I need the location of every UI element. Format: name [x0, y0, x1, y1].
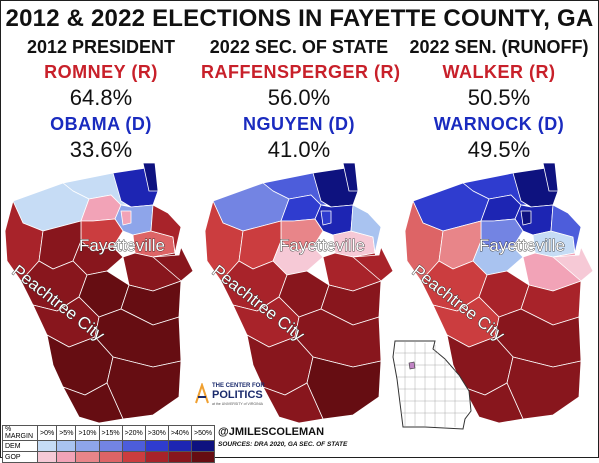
precinct-region: [262, 382, 324, 424]
precinct-region: [342, 162, 359, 192]
precinct-region: [352, 246, 394, 282]
legend-swatch-dem: [36, 440, 58, 452]
legend-swatch-dem: [144, 440, 169, 452]
legend-threshold: >40%: [167, 425, 192, 441]
sources-note: SOURCES: DRA 2020, GA SEC. OF STATE: [218, 441, 348, 448]
precinct-region: [120, 210, 132, 226]
legend-gop-row: GOP: [2, 451, 216, 463]
rep-candidate-name: ROMNEY (R): [44, 62, 158, 82]
legend-threshold: >30%: [144, 425, 169, 441]
precinct-region: [552, 246, 594, 282]
dem-candidate-pct: 33.6%: [69, 137, 133, 162]
rep-candidate-pct: 50.5%: [467, 85, 531, 110]
legend-threshold: >10%: [75, 425, 100, 441]
legend-header: % MARGIN: [2, 425, 38, 441]
legend-swatch-gop: [167, 451, 192, 463]
column-heading: 2022 SEC. OF STATE: [209, 37, 389, 57]
precinct-region: [150, 204, 182, 254]
dem-candidate-name: WARNOCK (D): [433, 114, 565, 134]
margin-legend: % MARGIN >0% >5% >10% >15% >20% >30% >40…: [2, 425, 216, 463]
page-title: 2012 & 2022 ELECTIONS IN FAYETTE COUNTY,…: [5, 5, 594, 32]
precinct-region: [142, 162, 159, 192]
legend-threshold: >20%: [121, 425, 146, 441]
precinct-region: [62, 382, 124, 424]
legend-threshold: >15%: [98, 425, 123, 441]
legend-swatch-gop: [190, 451, 216, 463]
precinct-map-2022-senate-runoff: Fayetteville Peachtree City: [403, 161, 599, 424]
legend-threshold: >50%: [190, 425, 216, 441]
city-label-fayetteville: Fayetteville: [279, 236, 365, 255]
legend-swatch-dem: [56, 440, 77, 452]
legend-swatch-dem: [75, 440, 100, 452]
logo-line-1: THE CENTER FOR: [212, 383, 265, 389]
precinct-region: [462, 382, 524, 424]
legend-dem-label: DEM: [2, 440, 38, 452]
precinct-region: [320, 210, 332, 226]
precinct-region: [550, 204, 582, 254]
legend-gop-label: GOP: [2, 451, 38, 463]
precinct-map-2012-president: Fayetteville Peachtree City: [3, 161, 199, 424]
logo-line-2: POLITICS: [212, 389, 263, 401]
georgia-locator-inset: [389, 339, 475, 436]
logo-line-3: at the UNIVERSITY of VIRGINIA: [212, 402, 263, 406]
center-for-politics-logo: THE CENTER FOR POLITICS at the UNIVERSIT…: [194, 379, 304, 419]
precinct-region: [542, 162, 559, 192]
legend-swatch-dem: [167, 440, 192, 452]
legend-threshold: >5%: [56, 425, 77, 441]
precinct-region: [350, 204, 382, 254]
result-column-2022-sec-of-state: 2022 SEC. OF STATE RAFFENSPERGER (R) 56.…: [201, 35, 401, 163]
dem-candidate-pct: 49.5%: [467, 137, 531, 162]
city-label-fayetteville: Fayetteville: [479, 236, 565, 255]
legend-swatch-gop: [144, 451, 169, 463]
precinct-region: [520, 210, 532, 226]
logo-mark-icon: [195, 383, 209, 404]
city-label-fayetteville: Fayetteville: [79, 236, 165, 255]
fayette-county-highlight: [408, 361, 416, 370]
result-column-2012-president: 2012 PRESIDENT ROMNEY (R) 64.8% OBAMA (D…: [3, 35, 199, 163]
legend-swatch-gop: [36, 451, 58, 463]
legend-dem-row: DEM: [2, 440, 216, 452]
rep-candidate-name: WALKER (R): [442, 62, 556, 82]
legend-swatch-dem: [98, 440, 123, 452]
rep-candidate-pct: 64.8%: [69, 85, 133, 110]
legend-swatch-gop: [75, 451, 100, 463]
legend-swatch-dem: [121, 440, 146, 452]
precinct-map-2022-sec-of-state: Fayetteville Peachtree City: [203, 161, 399, 424]
legend-swatch-gop: [98, 451, 123, 463]
rep-candidate-name: RAFFENSPERGER (R): [201, 62, 401, 82]
result-column-2022-senate-runoff: 2022 SEN. (RUNOFF) WALKER (R) 50.5% WARN…: [401, 35, 597, 163]
legend-swatch-gop: [56, 451, 77, 463]
georgia-state-outline: [392, 340, 472, 430]
rep-candidate-pct: 56.0%: [267, 85, 331, 110]
legend-swatch-gop: [121, 451, 146, 463]
dem-candidate-pct: 41.0%: [267, 137, 331, 162]
dem-candidate-name: NGUYEN (D): [243, 114, 355, 134]
column-heading: 2012 PRESIDENT: [26, 37, 176, 57]
dem-candidate-name: OBAMA (D): [50, 114, 152, 134]
legend-header-row: % MARGIN >0% >5% >10% >15% >20% >30% >40…: [2, 425, 216, 441]
precinct-region: [152, 246, 194, 282]
author-handle: @JMILESCOLEMAN: [218, 426, 325, 438]
legend-swatch-dem: [190, 440, 216, 452]
legend-threshold: >0%: [36, 425, 58, 441]
column-heading: 2022 SEN. (RUNOFF): [409, 37, 589, 57]
